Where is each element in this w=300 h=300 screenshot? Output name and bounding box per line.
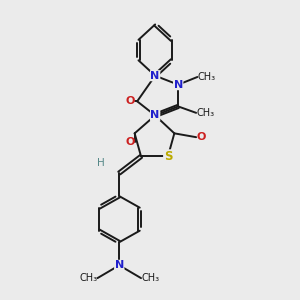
Text: N: N bbox=[174, 80, 183, 90]
Text: S: S bbox=[164, 150, 172, 163]
Text: CH₃: CH₃ bbox=[196, 108, 214, 118]
Text: O: O bbox=[196, 132, 206, 142]
Text: O: O bbox=[125, 96, 135, 106]
Text: N: N bbox=[115, 260, 124, 270]
Text: N: N bbox=[151, 71, 160, 81]
Text: O: O bbox=[125, 137, 135, 147]
Text: CH₃: CH₃ bbox=[197, 72, 215, 82]
Text: CH₃: CH₃ bbox=[141, 273, 159, 283]
Text: CH₃: CH₃ bbox=[79, 273, 98, 283]
Text: H: H bbox=[98, 158, 105, 168]
Text: N: N bbox=[151, 110, 160, 120]
